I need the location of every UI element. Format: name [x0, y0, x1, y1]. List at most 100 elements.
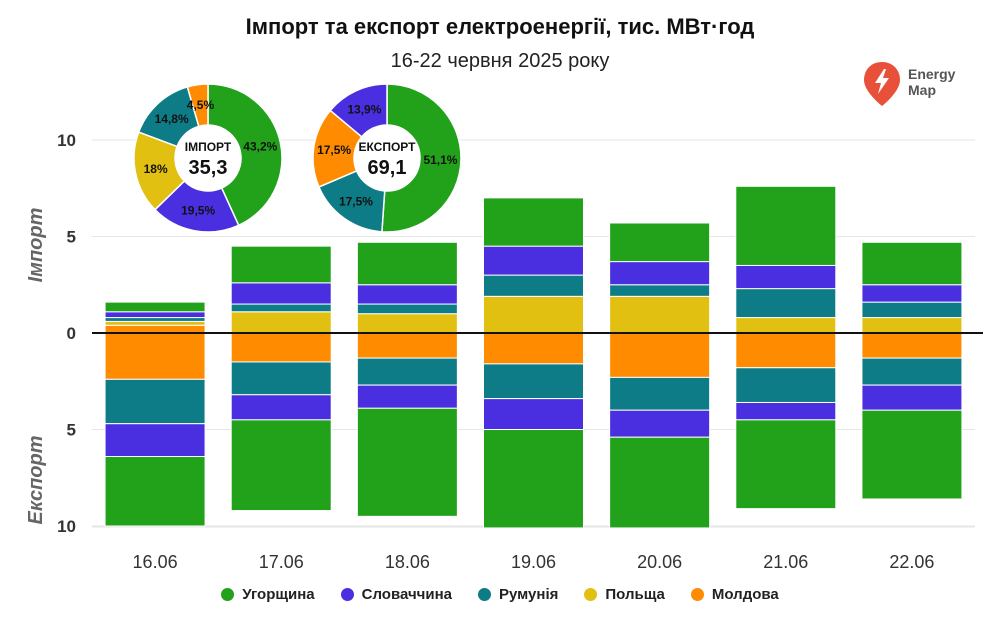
legend: Угорщина Словаччина Румунія Польща Молдо… — [0, 586, 1000, 603]
y-tick-label: 0 — [67, 324, 76, 343]
bar-segment-import — [104, 301, 206, 313]
energy-map-pin-icon — [864, 62, 900, 106]
logo-line-2: Map — [908, 82, 936, 98]
x-tick-label: 18.06 — [385, 552, 430, 572]
legend-swatch — [340, 588, 354, 601]
bar-segment-import — [104, 317, 206, 322]
y-axis-title-import: Імпорт — [25, 208, 47, 283]
bar-segment-export — [104, 378, 206, 425]
bar-segment-import — [356, 284, 458, 305]
bar-segment-import — [735, 317, 837, 334]
legend-swatch — [221, 588, 235, 601]
bar-segment-import — [609, 284, 711, 297]
bar-segment-import — [230, 303, 332, 313]
x-tick-label: 20.06 — [637, 552, 682, 572]
donut-center-value: 69,1 — [368, 157, 407, 179]
y-tick-label: 10 — [57, 131, 76, 150]
bar-segment-export — [483, 332, 584, 365]
x-tick-label: 22.06 — [889, 552, 934, 572]
legend-label: Молдова — [711, 586, 779, 603]
bar-segment-export — [230, 394, 332, 421]
legend-swatch — [584, 588, 598, 601]
y-axis-title-export: Експорт — [25, 435, 47, 524]
bar-segment-export — [230, 332, 332, 363]
bar-segment-export — [356, 357, 458, 386]
donut-center — [176, 126, 240, 190]
bar-segment-import — [609, 261, 711, 286]
donut-slice-label: 14,8% — [155, 112, 189, 126]
bar-segment-import — [230, 311, 332, 334]
bar-segment-export — [609, 409, 711, 438]
bar-segment-export — [230, 361, 332, 396]
legend-item-romania: Румунія — [478, 586, 558, 603]
bar-segment-import — [483, 245, 584, 276]
bar-segment-import — [861, 241, 963, 286]
bar-segment-export — [735, 419, 837, 510]
x-tick-label: 19.06 — [511, 552, 556, 572]
y-tick-label: 10 — [57, 517, 76, 536]
legend-label: Румунія — [499, 586, 559, 603]
bar-segment-import — [230, 245, 332, 284]
logo-line-1: Energy — [908, 66, 956, 82]
bar-segment-import — [356, 313, 458, 334]
bar-segment-export — [735, 401, 837, 421]
legend-item-moldova: Молдова — [690, 586, 779, 603]
bar-segment-export — [735, 367, 837, 403]
legend-label: Словаччина — [361, 586, 452, 603]
x-tick-label: 17.06 — [259, 552, 304, 572]
legend-swatch — [478, 588, 491, 601]
donut-slice-label: 18% — [144, 162, 168, 176]
bar-segment-export — [861, 409, 963, 500]
bar-segment-export — [609, 332, 711, 378]
donut-slice — [381, 83, 462, 233]
donut-center-label: ІМПОРТ — [185, 140, 232, 154]
bar-segment-import — [356, 303, 458, 315]
bar-segment-export — [356, 407, 458, 517]
bar-segment-export — [104, 456, 206, 527]
energy-map-logo: Energy Map — [862, 60, 982, 110]
bar-segment-export — [356, 384, 458, 409]
bar-segment-import — [104, 320, 206, 326]
legend-swatch — [690, 588, 704, 601]
bar-segment-export — [861, 357, 963, 386]
donut-slice-label: 13,9% — [347, 103, 381, 117]
logo-text: Energy Map — [908, 66, 955, 98]
bar-segment-import — [230, 282, 332, 305]
donut-slice-label: 4,5% — [187, 98, 215, 112]
donut-center-label: ЕКСПОРТ — [359, 140, 417, 154]
bar-segment-export — [483, 363, 584, 400]
x-tick-label: 21.06 — [763, 552, 808, 572]
bar-segment-import — [861, 301, 963, 319]
bar-segment-import — [861, 284, 963, 303]
bar-segment-export — [230, 419, 332, 512]
bar-segment-import — [104, 311, 206, 319]
donut-center — [355, 126, 419, 190]
donut-slice-label: 19,5% — [181, 204, 215, 218]
legend-item-poland: Польща — [584, 586, 665, 603]
bar-segment-export — [861, 332, 963, 359]
bar-segment-export — [609, 436, 711, 529]
donut-slice-label: 43,2% — [243, 140, 277, 154]
donut-slice-label: 17,5% — [339, 195, 373, 209]
bar-segment-export — [861, 384, 963, 411]
bar-segment-export — [483, 398, 584, 430]
bar-segment-import — [735, 185, 837, 266]
bar-segment-import — [609, 222, 711, 263]
bar-segment-export — [356, 332, 458, 359]
bar-segment-export — [104, 423, 206, 458]
bar-segment-export — [735, 332, 837, 369]
bar-segment-import — [609, 295, 711, 334]
legend-label: Польща — [605, 586, 665, 603]
x-tick-label: 16.06 — [133, 552, 178, 572]
bar-segment-import — [483, 295, 584, 334]
donut-slice-label: 17,5% — [317, 143, 351, 157]
y-tick-label: 5 — [67, 228, 76, 247]
donut-slice — [186, 83, 209, 128]
bar-segment-export — [483, 429, 584, 529]
legend-label: Угорщина — [242, 586, 315, 603]
bar-segment-import — [861, 317, 963, 334]
donut-center-value: 35,3 — [189, 157, 228, 179]
bar-segment-import — [104, 324, 206, 334]
donut-slice — [207, 83, 283, 227]
